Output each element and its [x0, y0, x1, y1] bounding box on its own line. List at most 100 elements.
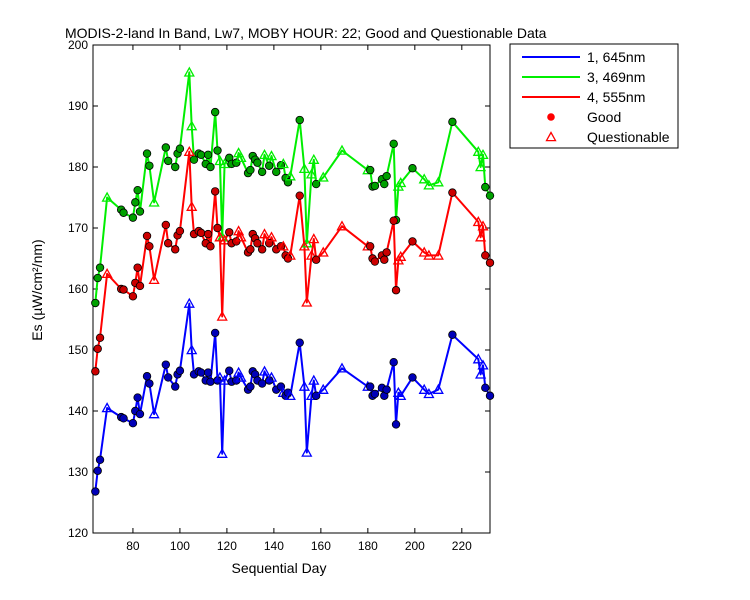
data-point-good — [119, 414, 128, 423]
data-point-good — [210, 187, 220, 196]
y-tick-label: 190 — [68, 99, 88, 113]
data-point-questionable — [277, 158, 289, 169]
data-point-good — [142, 231, 152, 241]
data-point-good — [91, 367, 100, 376]
data-point-questionable — [317, 171, 329, 182]
data-point-questionable — [432, 383, 444, 394]
data-point-questionable — [336, 220, 348, 231]
data-point-good — [206, 377, 215, 386]
data-point-questionable — [277, 240, 289, 251]
x-tick-label: 100 — [170, 539, 190, 553]
data-point-good — [206, 242, 215, 251]
data-point-questionable — [148, 273, 160, 285]
legend-box — [509, 43, 679, 149]
data-point-good — [246, 245, 255, 254]
data-point-good — [131, 198, 140, 207]
data-point-good — [382, 385, 391, 394]
data-point-good — [365, 165, 375, 175]
data-point-good — [295, 115, 304, 125]
data-point-questionable — [218, 234, 231, 245]
data-point-questionable — [301, 296, 313, 307]
data-point-questionable — [423, 179, 435, 190]
data-point-good — [382, 171, 391, 181]
data-point-questionable — [216, 310, 228, 321]
data-point-good — [163, 239, 173, 248]
data-point-good — [253, 239, 262, 248]
y-tick-label: 130 — [68, 465, 88, 479]
data-point-good — [391, 286, 401, 295]
data-point-questionable — [148, 196, 160, 207]
data-point-questionable — [317, 246, 329, 257]
data-point-questionable — [214, 371, 226, 382]
data-point-good — [365, 382, 375, 391]
data-point-good — [119, 285, 128, 294]
data-point-good — [380, 255, 389, 264]
data-point-good — [264, 161, 274, 170]
data-point-questionable — [284, 249, 296, 260]
data-point-good — [91, 487, 100, 496]
data-point-good — [171, 382, 180, 391]
data-point-questionable — [474, 161, 487, 172]
data-point-good — [232, 158, 241, 167]
data-point-good — [93, 273, 102, 283]
data-point-questionable — [284, 389, 296, 401]
plot-area — [92, 44, 491, 534]
data-point-good — [142, 149, 152, 158]
data-point-questionable — [218, 158, 231, 169]
data-point-good — [128, 213, 138, 222]
data-point-questionable — [477, 220, 489, 231]
data-point-questionable — [423, 249, 435, 260]
data-point-questionable — [214, 231, 226, 242]
data-point-good — [171, 245, 180, 254]
data-point-questionable — [258, 148, 271, 160]
data-point-good — [203, 368, 213, 377]
data-point-good — [135, 281, 145, 291]
data-point-good — [128, 292, 138, 301]
y-axis-label: Es (µW/cm²/nm) — [29, 239, 45, 340]
data-point-questionable — [183, 145, 195, 156]
data-point-good — [95, 455, 105, 464]
data-point-good — [225, 366, 234, 375]
data-markers — [91, 66, 495, 496]
data-point-good — [196, 150, 206, 159]
data-point-questionable — [298, 380, 311, 391]
data-point-good — [253, 158, 262, 167]
plot-frame — [92, 44, 491, 534]
data-point-good — [257, 379, 267, 388]
data-point-questionable — [305, 249, 318, 260]
data-point-questionable — [336, 144, 348, 155]
data-point-questionable — [258, 228, 271, 239]
data-point-questionable — [235, 151, 247, 163]
data-point-questionable — [472, 145, 484, 156]
legend-swatch — [545, 131, 557, 142]
data-point-good — [448, 117, 457, 127]
data-point-good — [210, 107, 220, 117]
data-point-questionable — [265, 231, 278, 242]
data-point-good — [485, 191, 495, 200]
data-point-questionable — [298, 240, 311, 251]
data-point-questionable — [308, 233, 320, 244]
x-tick-label: 200 — [405, 539, 425, 553]
data-point-good — [481, 182, 490, 192]
y-tick-label: 180 — [68, 160, 88, 174]
data-point-good — [203, 229, 213, 239]
data-point-good — [93, 344, 102, 353]
data-point-good — [128, 419, 138, 428]
x-tick-label: 80 — [126, 539, 140, 553]
data-point-good — [206, 162, 215, 172]
data-point-good — [272, 167, 281, 177]
data-point-questionable — [148, 408, 160, 419]
data-point-good — [408, 237, 417, 246]
x-tick-label: 180 — [358, 539, 378, 553]
data-point-good — [389, 216, 398, 225]
data-point-good — [95, 263, 105, 272]
data-point-questionable — [395, 177, 407, 188]
y-tick-label: 170 — [68, 221, 88, 235]
legend-label: 3, 469nm — [587, 69, 645, 85]
data-point-questionable — [301, 446, 313, 457]
data-point-questionable — [395, 250, 407, 261]
data-point-questionable — [216, 447, 228, 458]
data-point-good — [380, 179, 389, 189]
data-point-questionable — [232, 225, 245, 236]
data-point-good — [145, 379, 154, 388]
